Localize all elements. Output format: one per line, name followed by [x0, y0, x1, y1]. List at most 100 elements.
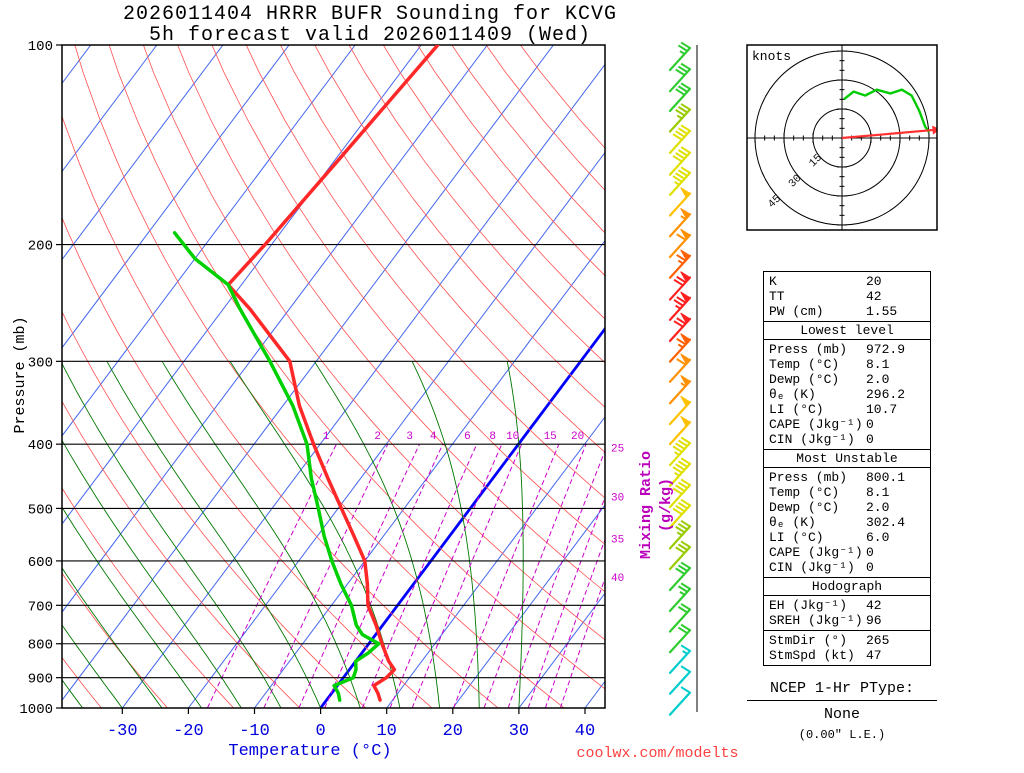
panel-section: EH (Jkg⁻¹) 42 SREH (Jkg⁻¹) 96	[763, 595, 931, 631]
dry-adiabat-line	[348, 45, 605, 364]
panel-row-value: 302.4	[866, 515, 906, 530]
mixing-ratio-line	[206, 443, 337, 708]
panel-row-value: 8.1	[866, 357, 890, 372]
pressure-tick-label: 800	[28, 638, 53, 654]
barb-full	[675, 152, 686, 160]
dry-adiabat-line	[177, 45, 605, 593]
barb-full	[675, 172, 686, 180]
dry-adiabat-line	[211, 45, 605, 545]
wind-barb	[668, 415, 692, 446]
panel-row-value: 47	[866, 648, 882, 663]
panel-row-value: 20	[866, 274, 882, 289]
barb-full	[680, 103, 691, 111]
barb-full	[675, 68, 686, 76]
barb-full	[677, 85, 688, 93]
wind-barb	[668, 103, 692, 133]
wind-barb	[668, 249, 692, 279]
barb-full	[672, 507, 683, 516]
wind-barb	[668, 561, 692, 592]
moist-adiabat-line	[411, 361, 480, 708]
panel-section: StmDir (°) 265 StmSpd (kt) 47	[763, 630, 931, 666]
dewpoint-profile-line	[172, 231, 381, 702]
panel-section-header: Lowest level	[763, 321, 931, 340]
wind-barb	[668, 686, 692, 716]
panel-section: K 20 TT 42 PW (cm) 1.55	[763, 271, 931, 322]
barb-flag	[680, 207, 691, 220]
wind-barb	[668, 124, 692, 154]
wind-barb-column	[668, 41, 698, 716]
barb-full	[677, 501, 688, 510]
panel-row-value: 800.1	[866, 470, 906, 485]
panel-section: Press (mb) 972.9 Temp (°C) 8.1 Dewp (°C) 2.0 θ…	[763, 339, 931, 450]
panel-row-value: 0	[866, 560, 874, 575]
barb-full	[677, 522, 688, 531]
barb-full	[675, 525, 686, 534]
wind-barb	[668, 603, 692, 633]
wind-barb	[668, 353, 692, 383]
hodograph-ring	[783, 79, 901, 197]
barb-full	[677, 564, 688, 572]
barb-flag	[680, 291, 691, 303]
mixing-ratio-line	[411, 444, 523, 708]
panel-row-value: 0	[866, 432, 874, 447]
panel-row-value: 2.0	[866, 372, 890, 387]
barb-full	[675, 109, 686, 117]
panel-row: Press (mb) 800.1	[764, 470, 930, 485]
profile-traces	[172, 45, 440, 702]
barb-half	[676, 114, 683, 120]
panel-row: Temp (°C) 8.1	[764, 485, 930, 500]
panel-row: PW (cm) 1.55	[764, 304, 930, 319]
panel-row-label: θₑ (K)	[769, 515, 816, 530]
panel-row: CAPE (Jkg⁻¹) 0	[764, 545, 930, 560]
panel-row-label: CAPE (Jkg⁻¹)	[769, 545, 863, 560]
wind-barb	[668, 312, 692, 343]
wind-barb	[668, 665, 692, 695]
dry-adiabat-line	[382, 45, 605, 320]
panel-section: Press (mb) 800.1 Temp (°C) 8.1 Dewp (°C) 2.0 θ…	[763, 467, 931, 578]
mixing-ratio-line	[263, 443, 389, 708]
barb-full	[680, 644, 691, 652]
barb-full	[672, 487, 683, 495]
stats-panel: K 20 TT 42 PW (cm) 1.55 Lowest level Press (mb)…	[763, 271, 931, 666]
barb-flag	[680, 271, 691, 283]
barb-full	[675, 463, 686, 471]
barb-half	[674, 451, 680, 456]
barb-full	[680, 603, 691, 611]
panel-row-label: CAPE (Jkg⁻¹)	[769, 417, 863, 432]
panel-row: LI (°C) 6.0	[764, 530, 930, 545]
barb-half	[682, 650, 688, 655]
barb-full	[680, 146, 691, 154]
panel-section-header: Most Unstable	[763, 449, 931, 468]
wind-barb	[668, 498, 692, 529]
pressure-tick-label: 400	[28, 438, 53, 454]
temperature-tick-label: 40	[575, 722, 595, 741]
panel-row: Temp (°C) 8.1	[764, 357, 930, 372]
panel-row: LI (°C) 10.7	[764, 402, 930, 417]
mixing-ratio-label: 3	[406, 431, 413, 443]
barb-full	[677, 439, 688, 447]
barb-half	[680, 215, 687, 220]
barb-full	[672, 445, 683, 453]
wind-barb	[668, 623, 692, 654]
panel-row: StmDir (°) 265	[764, 633, 930, 648]
moist-adiabat-line	[62, 439, 242, 708]
barb-full	[672, 155, 683, 163]
mixing-ratio-label: 4	[430, 431, 437, 443]
barb-half	[677, 259, 684, 265]
panel-row-label: EH (Jkg⁻¹)	[769, 598, 848, 613]
dry-adiabat-line	[62, 656, 102, 708]
barb-half	[679, 591, 686, 596]
barb-full	[672, 466, 683, 474]
moist-adiabat-line	[106, 361, 322, 708]
dry-adiabat-line	[142, 45, 605, 641]
wind-barb	[668, 62, 692, 93]
panel-row-value: 265	[866, 633, 890, 648]
panel-row-value: 6.0	[866, 530, 890, 545]
wind-barb	[668, 82, 692, 112]
panel-row-label: PW (cm)	[769, 304, 824, 319]
wind-barb	[668, 436, 692, 467]
barb-full	[677, 127, 688, 135]
wind-barb	[668, 166, 692, 197]
panel-row-label: SREH (Jkg⁻¹)	[769, 613, 863, 628]
mixing-ratio-labels: 1 2 3 4 6 8 10 15 20 25 30 35 40	[323, 431, 624, 585]
